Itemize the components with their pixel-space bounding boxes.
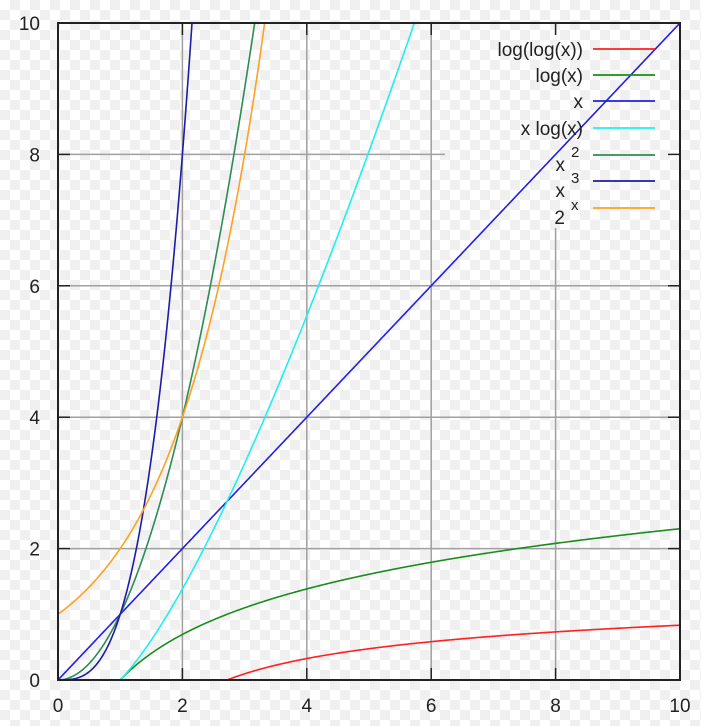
legend-item: x3 (556, 170, 655, 202)
legend-label: x (556, 155, 566, 176)
axes-frame (57, 22, 681, 681)
grid-lines (58, 23, 680, 680)
curve-xln (119, 23, 416, 680)
legend-item: x2 (556, 144, 655, 176)
y-tick-label: 2 (29, 540, 40, 561)
legend-label-superscript: x (571, 197, 579, 214)
curve-cube (58, 23, 193, 680)
plot-curves (58, 23, 680, 680)
x-tick-label: 8 (550, 696, 561, 717)
y-tick-label: 6 (29, 277, 40, 298)
curve-lnln (226, 624, 680, 680)
legend-item: log(log(x)) (497, 40, 655, 61)
y-tick-label: 10 (19, 14, 40, 35)
x-axis-tick-labels: 0 2 4 6 8 10 (53, 696, 691, 717)
legend-item: 2x (554, 197, 655, 229)
legend-label: log(log(x)) (497, 40, 583, 61)
legend-label-superscript: 3 (571, 170, 579, 187)
legend-label: x (574, 92, 584, 113)
legend-item: log(x) (535, 66, 655, 87)
legend-label: 2 (554, 208, 565, 229)
x-tick-label: 6 (426, 696, 437, 717)
legend-label: x log(x) (521, 119, 583, 140)
x-tick-label: 2 (177, 696, 188, 717)
curve-ln (119, 527, 680, 680)
curve-lin (58, 23, 680, 680)
legend-item: x (574, 92, 655, 113)
y-tick-label: 4 (29, 408, 40, 429)
y-tick-label: 8 (29, 145, 40, 166)
x-tick-label: 4 (302, 696, 313, 717)
x-tick-label: 0 (53, 696, 64, 717)
y-tick-label: 0 (29, 671, 40, 692)
legend-label: log(x) (535, 66, 583, 87)
x-tick-label: 10 (669, 696, 690, 717)
y-axis-tick-labels: 0 2 4 6 8 10 (19, 14, 41, 692)
curve-sq (58, 23, 256, 680)
legend-label-superscript: 2 (571, 144, 579, 161)
legend-item: x log(x) (521, 119, 655, 140)
legend-label: x (556, 181, 566, 202)
plot-frame (57, 22, 681, 681)
curve-pow2 (58, 23, 266, 615)
